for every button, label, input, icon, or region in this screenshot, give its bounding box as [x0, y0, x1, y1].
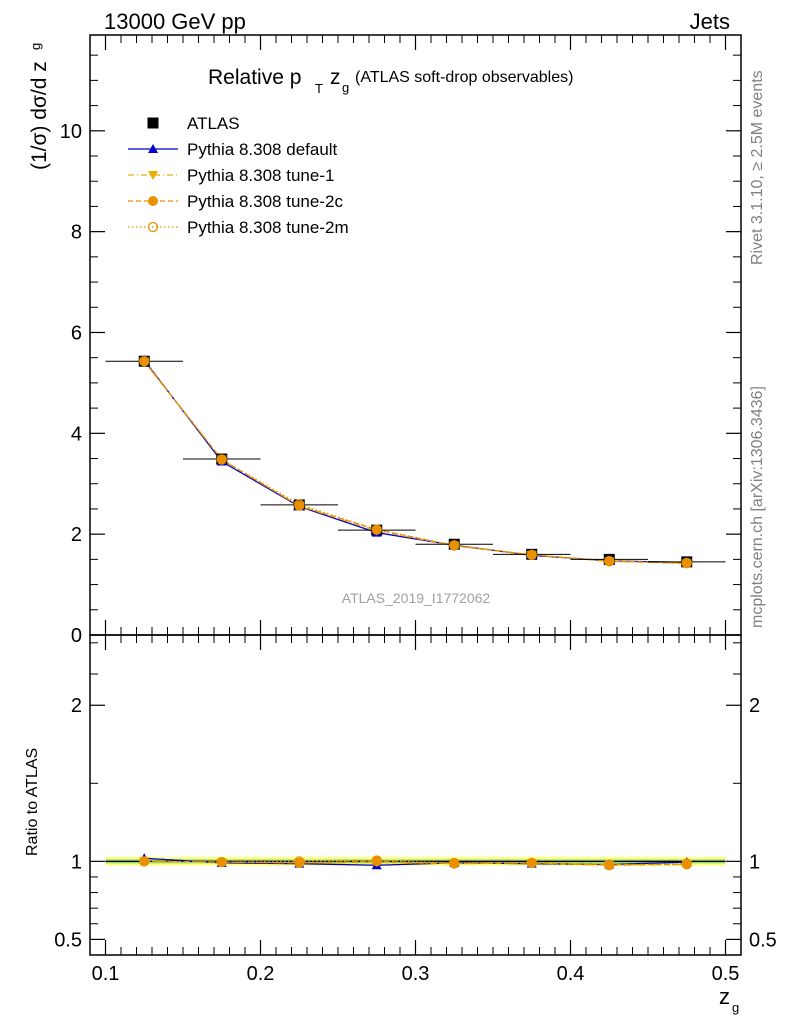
rivet-label: Rivet 3.1.10, ≥ 2.5M events — [749, 70, 766, 265]
main-y-tick-label: 0 — [71, 625, 82, 647]
x-tick-label: 0.3 — [402, 963, 430, 985]
ratio-axis-label: Ratio to ATLAS — [24, 748, 41, 856]
main-point-pythia-8-308-tune-2c — [526, 549, 537, 560]
title-sub-g: g — [342, 80, 349, 95]
main-point-pythia-8-308-tune-2m — [449, 540, 460, 551]
ratio-line-pythia-8-308-tune-2c — [144, 860, 687, 866]
legend-marker — [147, 117, 159, 129]
plot-title: Relative p T z g (ATLAS soft-drop observ… — [208, 66, 573, 96]
ratio-y-tick-label: 2 — [71, 695, 82, 717]
main-point-pythia-8-308-tune-2m — [681, 557, 692, 569]
legend-marker — [148, 171, 158, 180]
main-point-pythia-8-308-tune-2c — [139, 356, 150, 367]
ratio-point-pythia-8-308-tune-2m — [449, 857, 460, 869]
ratio-frame — [89, 634, 742, 956]
ratio-point-pythia-8-308-tune-2m — [681, 858, 692, 869]
x-tick-label: 0.2 — [247, 963, 275, 985]
title-z: z — [330, 66, 341, 89]
ratio-y-tick-label-right: 0.5 — [749, 929, 777, 951]
main-point-pythia-8-308-tune-2m — [371, 524, 382, 535]
x-axis-ticks: 0.1 0.2 0.3 0.4 0.5 — [89, 35, 740, 985]
ratio-line-pythia-8-308-tune-2m — [144, 859, 687, 866]
ratio-y-tick-label-right: 1 — [749, 851, 760, 873]
main-y-tick-label: 2 — [71, 524, 82, 546]
x-axis-label: z g — [719, 984, 739, 1015]
ratio-point-pythia-8-308-tune-2c — [139, 856, 150, 867]
title-main: Relative p — [208, 66, 301, 89]
analysis-watermark: ATLAS_2019_I1772062 — [342, 590, 491, 606]
mcplots-label: mcplots.cern.ch [arXiv:1306.3436] — [749, 386, 766, 628]
ratio-uncertainty-band — [105, 856, 726, 867]
y-axis-label: (1/σ) dσ/d z g — [28, 43, 51, 170]
main-point-pythia-8-308-tune-2c — [371, 524, 382, 535]
main-point-pythia-8-308-tune-2m — [526, 549, 537, 560]
main-line-pythia-8-308-tune-2m — [143, 360, 687, 564]
main-axis-ticks: 0 2 4 6 8 10 — [60, 54, 741, 647]
main-point-pythia-8-308-tune-2c — [216, 454, 227, 465]
ratio-y-tick-label: 1 — [71, 851, 82, 873]
main-point-pythia-8-308-tune-2c — [681, 558, 692, 569]
ratio-point-pythia-8-308-tune-2c — [526, 857, 537, 868]
y-axis-label-main: (1/σ) dσ/d z — [28, 61, 51, 170]
ratio-point-pythia-8-308-tune-2m — [526, 857, 537, 869]
x-axis-label-sub: g — [732, 1000, 739, 1015]
x-tick-label: 0.4 — [557, 963, 585, 985]
ratio-point-pythia-8-308-tune-2m — [216, 856, 227, 868]
main-y-tick-label: 6 — [71, 322, 82, 344]
main-series-layer — [105, 355, 726, 569]
ratio-point-pythia-8-308-tune-2m — [294, 856, 305, 867]
title-paren: (ATLAS soft-drop observables) — [355, 69, 573, 86]
main-y-tick-label: 10 — [60, 121, 82, 143]
main-point-pythia-8-308-tune-2m — [139, 356, 150, 367]
legend-label: ATLAS — [187, 114, 240, 133]
ratio-y-tick-label-right: 2 — [749, 695, 760, 717]
ratio-y-tick-label: 0.5 — [54, 929, 82, 951]
legend: ATLAS Pythia 8.308 default Pythia 8.308 tu… — [128, 114, 349, 237]
main-y-tick-label: 8 — [71, 222, 82, 244]
main-point-pythia-8-308-tune-2m — [294, 499, 305, 510]
ratio-axis-ticks: 0.5 0.5 1 1 2 2 — [54, 642, 777, 951]
legend-label: Pythia 8.308 tune-2c — [187, 192, 343, 211]
main-y-tick-label: 4 — [71, 423, 82, 445]
energy-label: 13000 GeV pp — [104, 9, 246, 34]
ratio-point-pythia-8-308-tune-2c — [216, 857, 227, 868]
main-point-pythia-8-308-tune-2m — [604, 556, 615, 567]
legend-marker — [148, 144, 158, 153]
legend-label: Pythia 8.308 tune-2m — [187, 218, 349, 237]
x-tick-label: 0.1 — [92, 963, 120, 985]
x-axis-label-main: z — [719, 984, 730, 1009]
main-point-pythia-8-308-tune-2c — [604, 555, 615, 566]
legend-label: Pythia 8.308 default — [187, 140, 338, 159]
main-point-pythia-8-308-tune-2m — [216, 454, 227, 465]
ratio-point-pythia-8-308-tune-2m — [139, 856, 150, 867]
title-sub-t: T — [315, 81, 323, 96]
legend-label: Pythia 8.308 tune-1 — [187, 166, 334, 185]
main-line-pythia-8-308-default — [143, 359, 687, 564]
ratio-point-pythia-8-308-tune-2m — [371, 855, 382, 866]
process-label: Jets — [690, 9, 730, 34]
ratio-point-pythia-8-308-tune-2m — [604, 860, 615, 871]
legend-marker — [147, 221, 159, 233]
main-point-pythia-8-308-tune-2c — [449, 540, 460, 551]
legend-marker — [148, 196, 158, 206]
y-axis-label-sub: g — [28, 43, 43, 50]
x-tick-label: 0.5 — [712, 963, 740, 985]
ratio-series-layer — [139, 853, 692, 871]
